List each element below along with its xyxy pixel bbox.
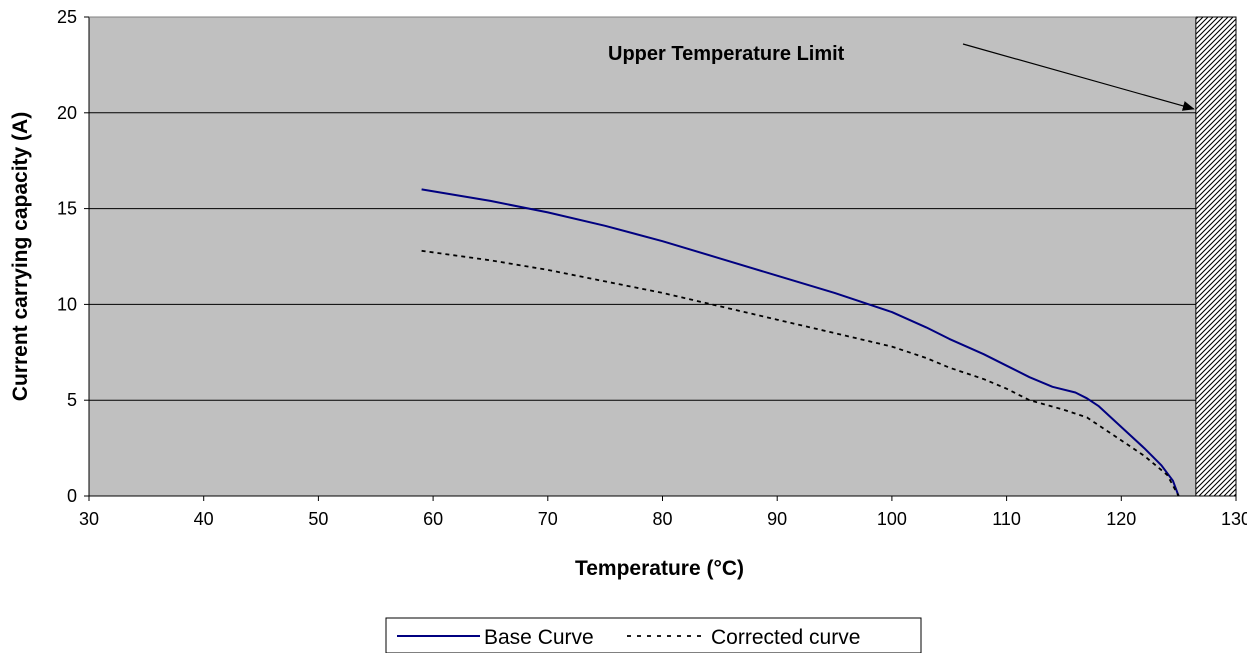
y-tick-label: 10 [57,294,77,314]
plot-area [89,17,1236,496]
x-tick-label: 80 [652,509,672,529]
x-tick-label: 100 [877,509,907,529]
x-tick-label: 130 [1221,509,1247,529]
x-tick-label: 60 [423,509,443,529]
x-tick-label: 90 [767,509,787,529]
x-tick-label: 110 [992,509,1021,529]
x-tick-label: 40 [194,509,214,529]
y-axis-title: Current carrying capacity (A) [9,112,32,401]
y-tick-label: 20 [57,103,77,123]
legend-label-corrected-curve: Corrected curve [711,626,860,649]
legend: Base Curve Corrected curve [386,618,921,653]
x-tick-label: 50 [308,509,328,529]
upper-limit-hatched-region [1196,17,1236,496]
x-axis-title: Temperature (°C) [575,557,744,580]
x-tick-label: 70 [538,509,558,529]
x-tick-label: 30 [79,509,99,529]
x-tick-label: 120 [1106,509,1136,529]
legend-label-base-curve: Base Curve [484,626,594,649]
annotation-upper-temperature-limit: Upper Temperature Limit [608,43,845,65]
y-tick-label: 5 [67,390,77,410]
y-tick-label: 25 [57,7,77,27]
y-tick-label: 0 [67,486,77,506]
y-tick-label: 15 [57,199,77,219]
